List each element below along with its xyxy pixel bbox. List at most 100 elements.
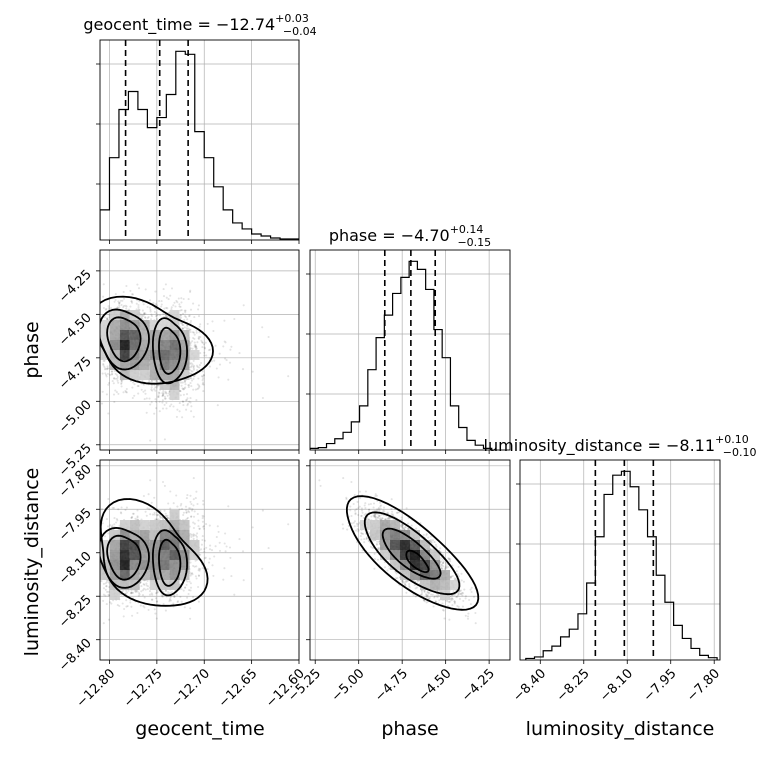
sample-point xyxy=(73,542,75,544)
sample-point xyxy=(117,381,120,384)
sample-point xyxy=(133,394,136,397)
sample-point xyxy=(93,355,95,357)
contour-inner-mode-a xyxy=(106,316,142,363)
sample-point xyxy=(131,515,134,518)
sample-point xyxy=(155,386,158,389)
sample-point xyxy=(158,400,161,403)
density-cell xyxy=(179,340,190,350)
sample-point xyxy=(153,608,156,611)
sample-point xyxy=(149,308,152,311)
sample-point xyxy=(120,385,123,388)
sample-point xyxy=(198,364,201,367)
sample-point xyxy=(150,592,153,595)
sample-point xyxy=(157,394,160,397)
sample-point xyxy=(137,392,140,395)
sample-point xyxy=(179,316,183,319)
sample-point xyxy=(145,411,148,414)
sample-point xyxy=(192,564,195,567)
sample-point xyxy=(125,284,128,288)
sample-point xyxy=(126,591,129,594)
sample-point xyxy=(135,308,138,311)
sample-point xyxy=(104,582,107,585)
sample-point xyxy=(163,438,166,441)
sample-point xyxy=(97,553,99,555)
sample-point xyxy=(203,548,206,551)
sample-point xyxy=(131,293,134,296)
sample-point xyxy=(159,515,162,518)
sample-point xyxy=(184,586,187,589)
sample-point xyxy=(224,341,227,344)
sample-point xyxy=(110,370,113,373)
sample-point xyxy=(170,306,173,309)
sample-point xyxy=(76,357,78,359)
sample-point xyxy=(183,318,186,321)
sample-point xyxy=(227,505,230,508)
density-cell xyxy=(169,390,180,400)
sample-point xyxy=(198,366,201,369)
sample-point xyxy=(107,581,110,584)
density-cell xyxy=(169,380,180,390)
sample-point xyxy=(142,383,145,386)
sample-point xyxy=(195,364,199,367)
sample-point xyxy=(194,388,197,391)
sample-point xyxy=(118,304,121,307)
sample-point xyxy=(95,574,97,576)
sample-point xyxy=(162,390,165,393)
sample-point xyxy=(179,305,182,308)
sample-point xyxy=(179,314,182,317)
sample-point xyxy=(154,307,157,310)
sample-point xyxy=(110,525,114,528)
sample-point xyxy=(160,594,163,597)
sample-point xyxy=(105,393,108,396)
sample-point xyxy=(192,477,195,480)
sample-point xyxy=(179,390,182,393)
sample-point xyxy=(137,594,140,597)
sample-point xyxy=(170,308,173,311)
sample-point xyxy=(154,386,157,389)
sample-point xyxy=(213,359,216,362)
sample-point xyxy=(106,372,110,375)
density-cell xyxy=(179,350,190,360)
sample-point xyxy=(193,374,196,377)
sample-point xyxy=(191,508,194,511)
sample-point xyxy=(189,607,192,610)
contour-inner-mode-b xyxy=(158,326,182,375)
sample-point xyxy=(202,503,205,506)
sample-point xyxy=(143,312,146,315)
sample-point xyxy=(95,384,97,386)
sample-point xyxy=(174,305,177,308)
sample-point xyxy=(182,324,185,327)
sample-point xyxy=(106,590,109,593)
sample-point xyxy=(146,507,149,510)
sample-point xyxy=(108,313,111,316)
sample-point xyxy=(189,494,192,497)
sample-point xyxy=(164,283,167,286)
sample-point xyxy=(172,405,175,408)
sample-point xyxy=(251,526,254,529)
sample-point xyxy=(93,336,95,338)
sample-point xyxy=(125,387,128,391)
sample-point xyxy=(182,388,185,391)
density-cell xyxy=(119,320,130,330)
sample-point xyxy=(181,327,184,330)
histogram-step-geocent_time xyxy=(100,50,299,240)
sample-point xyxy=(190,385,193,388)
sample-point xyxy=(228,361,232,364)
sample-point xyxy=(189,397,192,400)
sample-point xyxy=(218,352,221,355)
sample-point xyxy=(201,370,204,373)
sample-point xyxy=(189,362,192,365)
sample-point xyxy=(192,498,195,501)
sample-point xyxy=(201,346,204,349)
sample-point xyxy=(261,326,264,329)
sample-point xyxy=(186,324,189,327)
sample-point xyxy=(225,359,228,362)
sample-point xyxy=(160,303,163,306)
sample-point xyxy=(179,394,182,397)
sample-point xyxy=(287,375,290,378)
sample-point xyxy=(102,295,105,298)
sample-point xyxy=(155,400,158,403)
sample-point xyxy=(186,580,189,583)
sample-point xyxy=(149,318,153,321)
pair-geocent-time-phase xyxy=(76,249,300,454)
